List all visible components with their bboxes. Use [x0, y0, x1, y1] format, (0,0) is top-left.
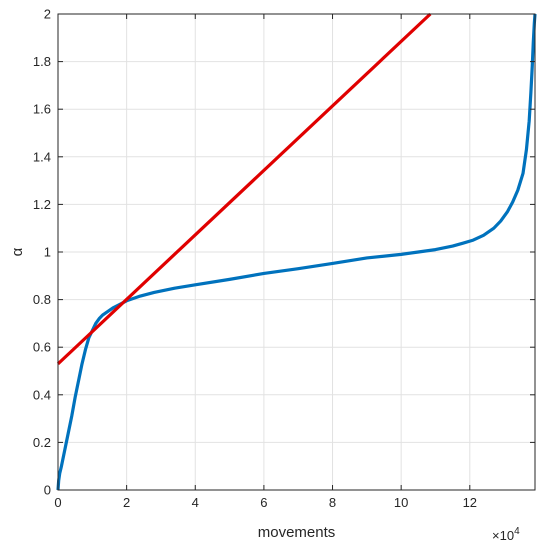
y-tick-label: 1 — [44, 245, 51, 260]
x-tick-label: 12 — [463, 495, 477, 510]
y-tick-label: 0 — [44, 483, 51, 498]
grid — [57, 13, 535, 491]
y-tick-label: 0.6 — [33, 340, 51, 355]
y-tick-label: 1.6 — [33, 102, 51, 117]
linear-fit-line — [56, 12, 432, 366]
y-tick-label: 1.2 — [33, 197, 51, 212]
x-axis-multiplier: ×104 — [492, 526, 520, 543]
x-tick-label: 0 — [54, 495, 61, 510]
x-multiplier-exponent: 4 — [514, 526, 520, 537]
y-tick-label: 0.8 — [33, 292, 51, 307]
x-axis-label: movements — [258, 524, 336, 541]
y-tick-label: 0.4 — [33, 387, 51, 402]
ticks: 0 2 4 6 8 10 12 0 0.2 0.4 0.6 0.8 1 1.2 1.4 1.6 1.8 2 — [33, 7, 535, 510]
x-tick-label: 8 — [329, 495, 336, 510]
y-tick-label: 2 — [44, 7, 51, 22]
x-tick-label: 6 — [260, 495, 267, 510]
x-tick-label: 10 — [394, 495, 408, 510]
x-tick-label: 4 — [192, 495, 199, 510]
alpha-curve — [56, 13, 537, 491]
y-axis-label: α — [9, 247, 26, 256]
y-tick-label: 0.2 — [33, 435, 51, 450]
x-multiplier-base: ×10 — [492, 528, 514, 543]
series-layer — [56, 12, 537, 491]
y-tick-label: 1.4 — [33, 149, 51, 164]
y-tick-label: 1.8 — [33, 54, 51, 69]
x-tick-label: 2 — [123, 495, 130, 510]
